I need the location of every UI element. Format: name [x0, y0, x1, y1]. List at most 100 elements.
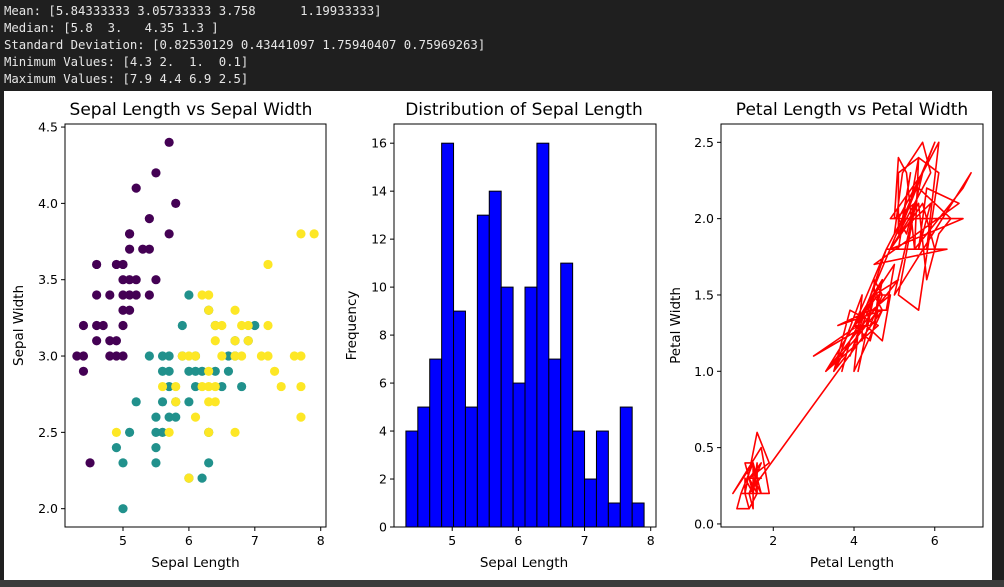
scatter-point: [144, 351, 154, 361]
scatter-point: [263, 259, 273, 270]
scatter-point: [296, 351, 306, 361]
y-ticks: 0.0 0.5 1.0 1.5 2.0 2.5: [694, 135, 721, 531]
scatter-point: [111, 443, 122, 453]
y-tick-label: 14: [371, 184, 387, 199]
y-tick-label: 12: [371, 232, 387, 247]
scatter-point: [171, 198, 181, 208]
y-tick-label: 2.0: [694, 211, 714, 226]
y-tick-label: 2.5: [694, 135, 714, 150]
histogram-bar: [572, 430, 586, 528]
chart-title: Distribution of Sepal Length: [405, 100, 643, 120]
histogram-panel: Distribution of Sepal Length 5 6 7 8 0 2 4 6 8 1…: [344, 100, 657, 571]
scatter-point: [78, 320, 89, 331]
scatter-point: [256, 351, 267, 361]
y-tick-label: 16: [371, 136, 387, 151]
scatter-point: [210, 336, 220, 346]
scatter-point: [230, 305, 240, 315]
histogram-bar: [476, 214, 490, 528]
scatter-point: [210, 397, 220, 407]
scatter-point: [151, 443, 161, 453]
scatter-point: [124, 244, 135, 254]
scatter-point: [164, 412, 174, 422]
scatter-point: [105, 336, 115, 346]
scatter-point: [72, 351, 82, 361]
histogram-bar: [584, 478, 597, 528]
scatter-point: [171, 412, 181, 422]
histogram-bar: [512, 382, 526, 528]
scatter-point: [111, 259, 122, 270]
scatter-point: [184, 473, 194, 483]
y-tick-label: 1.0: [694, 364, 714, 379]
figure-output: Sepal Length vs Sepal Width 5 6 7 8 2.0 2.5 3…: [4, 91, 992, 580]
scatter-point: [92, 320, 102, 331]
chart-title: Petal Length vs Petal Width: [736, 100, 968, 120]
scatter-point: [204, 397, 214, 407]
scatter-point: [118, 259, 128, 270]
y-tick-label: 0.0: [694, 516, 714, 531]
scatter-point: [111, 427, 122, 437]
histogram-bar: [429, 358, 443, 528]
scatter-point: [78, 351, 89, 361]
scatter-point: [237, 320, 247, 331]
x-tick-label: 7: [251, 533, 259, 548]
scatter-point: [263, 351, 273, 361]
console-line-median: Median: [5.8 3. 4.35 1.3 ]: [4, 21, 219, 35]
scatter-point: [157, 381, 168, 392]
scatter-point: [164, 381, 174, 392]
x-tick-label: 6: [931, 533, 939, 548]
scatter-point: [124, 290, 135, 300]
y-ticks: 2.0 2.5 3.0 3.5 4.0 4.5: [38, 120, 65, 516]
scatter-point: [144, 244, 154, 254]
histogram-bar: [619, 406, 633, 528]
y-tick-label: 2: [379, 472, 387, 487]
scatter-point: [184, 351, 194, 361]
scatter-point: [124, 229, 135, 239]
scatter-point: [157, 366, 168, 376]
y-tick-label: 6: [379, 376, 387, 391]
scatter-point: [210, 320, 220, 331]
scatter-point: [124, 427, 135, 437]
scatter-point: [177, 351, 187, 361]
x-axis-label: Petal Length: [810, 555, 894, 571]
scatter-point: [223, 351, 234, 361]
scatter-point: [111, 336, 122, 346]
scatter-point: [92, 290, 102, 300]
scatter-point: [243, 336, 253, 346]
scatter-point: [118, 320, 128, 331]
y-axis-label: Frequency: [344, 291, 360, 361]
scatter-point: [164, 137, 174, 147]
scatter-point: [118, 275, 128, 285]
scatter-point: [157, 397, 168, 407]
scatter-point: [131, 183, 141, 193]
scatter-point: [105, 351, 115, 361]
scatter-point: [204, 458, 214, 468]
scatter-point: [210, 366, 220, 376]
scatter-point: [197, 473, 207, 483]
scatter-point: [164, 427, 174, 437]
scatter-point: [204, 366, 214, 376]
scatter-point: [197, 366, 207, 376]
x-axis-label: Sepal Length: [480, 555, 568, 571]
scatter-point: [171, 381, 181, 392]
scatter-point: [92, 336, 102, 346]
scatter-point: [131, 275, 141, 285]
axes-frame: [393, 123, 657, 528]
scatter-point: [118, 458, 128, 468]
scatter-point: [111, 351, 122, 361]
scatter-point: [197, 381, 207, 392]
scatter-point: [124, 275, 135, 285]
scatter-point: [184, 397, 194, 407]
scatter-point: [269, 366, 280, 376]
x-tick-label: 6: [514, 533, 522, 548]
scatter-point: [296, 381, 306, 392]
axes-frame: [64, 123, 327, 528]
scatter-point: [164, 229, 174, 239]
histogram-bar: [595, 430, 609, 528]
scatter-point: [250, 320, 260, 331]
scatter-point: [204, 290, 214, 300]
console-line-mean: Mean: [5.84333333 3.05733333 3.758 1.199…: [4, 4, 382, 18]
x-tick-label: 6: [185, 533, 193, 548]
x-tick-label: 7: [581, 533, 589, 548]
scatter-point: [223, 366, 234, 376]
scatter-point: [230, 351, 240, 361]
